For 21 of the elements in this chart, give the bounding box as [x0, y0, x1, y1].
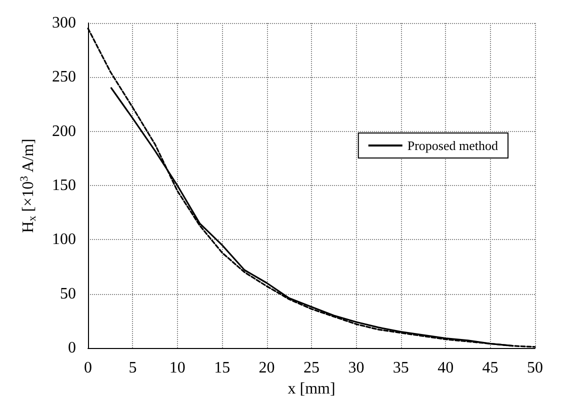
x-tick-label: 5 — [128, 360, 137, 376]
y-axis-title: Hx [×103 A/m] — [18, 138, 38, 233]
y-tick-label: 100 — [52, 231, 76, 248]
y-tick-label: 0 — [68, 340, 76, 356]
y-tick-label: 300 — [52, 14, 76, 32]
x-tick-label: 40 — [438, 360, 454, 376]
x-tick-label: 15 — [214, 360, 230, 376]
x-tick-label: 0 — [84, 360, 92, 376]
legend-label: Proposed method — [407, 138, 498, 153]
x-tick-label: 45 — [482, 360, 498, 376]
y-tick-label: 150 — [52, 177, 76, 194]
x-tick-label: 50 — [527, 360, 543, 376]
x-tick-label: 35 — [392, 360, 409, 376]
x-tick-label: 30 — [348, 360, 364, 376]
y-tick-label: 200 — [52, 122, 76, 140]
x-tick-label: 20 — [258, 360, 275, 376]
x-axis-title: x [mm] — [288, 380, 336, 398]
y-tick-label: 50 — [60, 285, 76, 302]
x-tick-label: 10 — [169, 360, 186, 376]
x-tick-label: 25 — [304, 360, 320, 376]
y-tick-label: 250 — [52, 68, 76, 86]
